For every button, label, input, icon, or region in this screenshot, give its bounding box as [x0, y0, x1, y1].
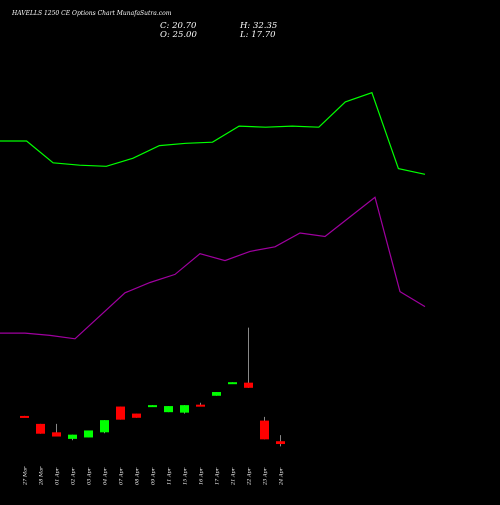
- candle-body: [164, 406, 173, 413]
- candle: [276, 435, 285, 447]
- candle-body: [132, 413, 141, 418]
- x-tick-label: 07 Apr: [119, 467, 125, 485]
- candle: [148, 405, 157, 408]
- x-tick-label: 22 Apr: [247, 467, 253, 486]
- candle: [180, 405, 189, 414]
- candle: [68, 434, 77, 441]
- x-tick-label: 08 Apr: [135, 467, 141, 485]
- candle: [228, 382, 237, 385]
- x-tick-label: 23 Apr: [263, 467, 269, 486]
- candle: [196, 402, 205, 407]
- bands-layer: [0, 91, 426, 340]
- low-readout: L: 17.70: [239, 30, 276, 40]
- candle-body: [68, 434, 77, 439]
- x-tick-label: 04 Apr: [103, 467, 109, 485]
- x-axis-labels: 27 Mar 28 Mar 01 Apr 02 Apr 03 Apr 04 Apr 07 A…: [23, 466, 285, 486]
- candle-body: [148, 405, 157, 408]
- candles-layer: [20, 327, 285, 447]
- x-tick-label: 09 Apr: [151, 467, 157, 485]
- x-tick-label: 21 Apr: [231, 467, 237, 486]
- candle: [244, 327, 253, 388]
- candle-body: [212, 392, 221, 396]
- x-tick-label: 11 Apr: [167, 467, 173, 485]
- x-tick-label: 28 Mar: [39, 466, 45, 486]
- candle-body: [36, 423, 45, 434]
- chart-title: HAVELLS 1250 CE Options Chart MunafaSutr…: [11, 10, 172, 17]
- lower-band-line: [0, 196, 426, 340]
- candle-body: [100, 420, 109, 433]
- candle: [116, 406, 125, 420]
- candle: [100, 420, 109, 434]
- candle-body: [20, 415, 29, 418]
- candle: [52, 423, 61, 437]
- candle-body: [180, 405, 189, 413]
- x-tick-label: 02 Apr: [71, 467, 77, 485]
- candle: [132, 413, 141, 418]
- x-tick-label: 16 Apr: [199, 467, 205, 485]
- x-tick-label: 27 Mar: [23, 466, 29, 486]
- candle-body: [84, 430, 93, 438]
- candle-body: [244, 382, 253, 388]
- candle: [36, 423, 45, 434]
- candle-body: [52, 432, 61, 437]
- candle: [260, 416, 269, 440]
- x-tick-label: 03 Apr: [87, 467, 93, 485]
- candle-body: [196, 404, 205, 407]
- x-tick-label: 15 Apr: [183, 467, 189, 485]
- x-tick-label: 01 Apr: [55, 467, 61, 485]
- candle-body: [228, 382, 237, 385]
- upper-band-line: [0, 91, 426, 175]
- candle-body: [116, 406, 125, 420]
- candle: [20, 415, 29, 418]
- candle-body: [276, 441, 285, 445]
- high-readout: H: 32.35: [239, 21, 277, 31]
- candle-body: [260, 420, 269, 440]
- close-readout: C: 20.70: [160, 21, 197, 31]
- x-tick-label: 24 Apr: [279, 467, 285, 486]
- candle: [212, 392, 221, 396]
- candle: [84, 430, 93, 438]
- x-tick-label: 17 Apr: [215, 467, 221, 485]
- open-readout: O: 25.00: [160, 30, 197, 40]
- candle: [164, 406, 173, 413]
